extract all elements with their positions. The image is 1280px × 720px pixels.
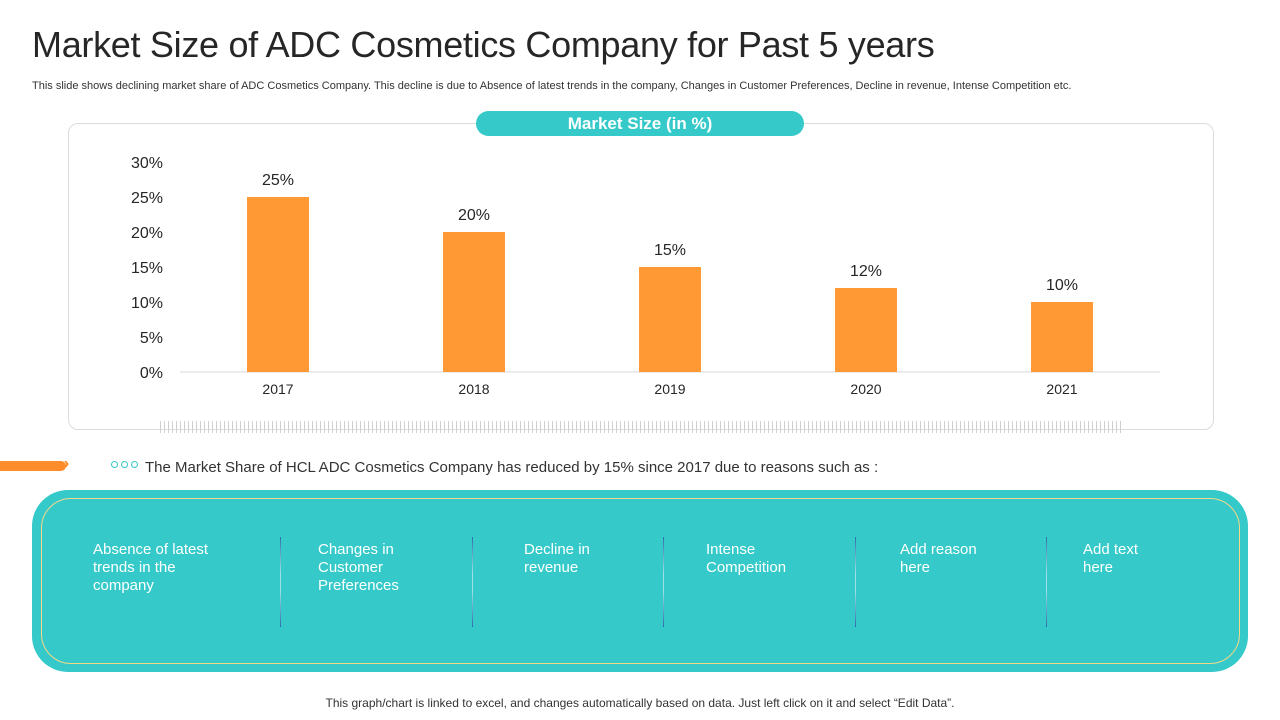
reason-text[interactable]: Absence of latest trends in the company — [93, 541, 209, 594]
dots-icon — [111, 461, 138, 468]
bar — [247, 197, 309, 372]
bar — [443, 232, 505, 372]
reason-text[interactable]: Decline in revenue — [524, 541, 590, 576]
y-tick-label: 20% — [131, 225, 163, 242]
bar — [639, 267, 701, 372]
arrow-bar-icon — [0, 461, 66, 471]
data-label: 25% — [262, 172, 294, 189]
page-subtitle: This slide shows declining market share … — [32, 80, 1072, 92]
reasons-panel-border — [41, 498, 1240, 664]
reason-divider — [855, 537, 856, 627]
bar-chart[interactable]: 0% 5% 10% 15% 20% 25% 30% 25% 2017 20% 2018 15% 2019… — [100, 140, 1170, 410]
chart-title: Market Size (in %) — [476, 111, 804, 136]
x-tick-label: 2017 — [262, 381, 293, 397]
reason-text[interactable]: Changes in Customer Preferences — [318, 541, 399, 594]
y-tick-label: 15% — [131, 260, 163, 277]
x-tick-label: 2018 — [458, 381, 489, 397]
data-label: 15% — [654, 242, 686, 259]
y-tick-label: 25% — [131, 190, 163, 207]
hatch-divider — [160, 421, 1122, 433]
y-tick-label: 10% — [131, 295, 163, 312]
data-label: 10% — [1046, 277, 1078, 294]
reason-divider — [663, 537, 664, 627]
y-tick-label: 0% — [140, 365, 163, 382]
y-tick-label: 30% — [131, 155, 163, 172]
x-tick-label: 2021 — [1046, 381, 1077, 397]
reason-divider — [472, 537, 473, 627]
x-tick-label: 2019 — [654, 381, 685, 397]
reason-text[interactable]: Add text here — [1083, 541, 1139, 576]
data-label: 12% — [850, 263, 882, 280]
footer-note: This graph/chart is linked to excel, and… — [325, 696, 955, 710]
bar — [835, 288, 897, 372]
reason-divider — [1046, 537, 1047, 627]
reason-text[interactable]: Intense Competition — [706, 541, 787, 576]
reason-divider — [280, 537, 281, 627]
data-label: 20% — [458, 207, 490, 224]
x-tick-label: 2020 — [850, 381, 881, 397]
y-tick-label: 5% — [140, 330, 163, 347]
reason-text[interactable]: Add reason here — [900, 541, 977, 576]
bar — [1031, 302, 1093, 372]
reasons-panel: Absence of latest trends in the company … — [32, 490, 1248, 672]
page-title: Market Size of ADC Cosmetics Company for… — [32, 24, 935, 65]
summary-statement: The Market Share of HCL ADC Cosmetics Co… — [145, 459, 879, 476]
